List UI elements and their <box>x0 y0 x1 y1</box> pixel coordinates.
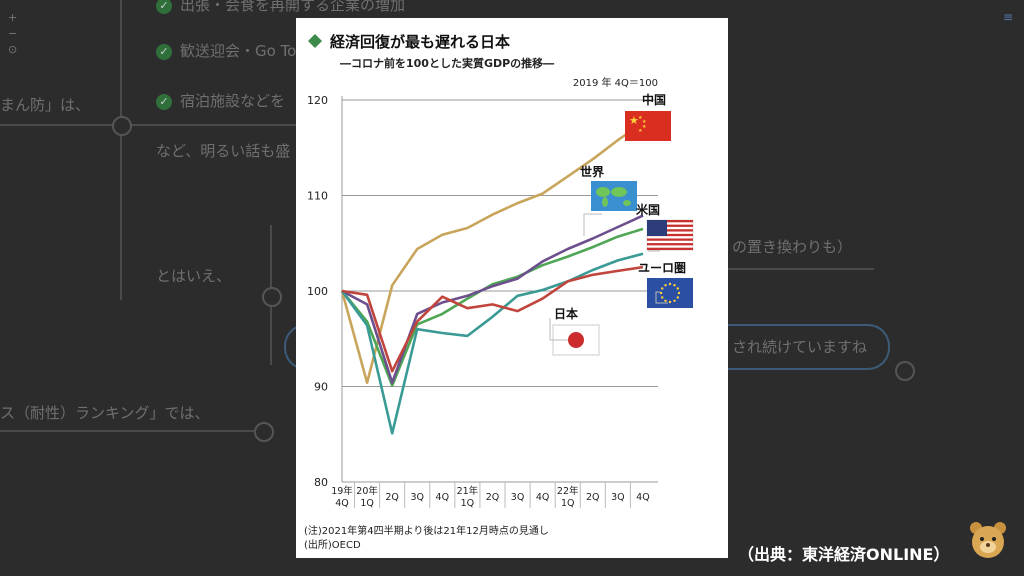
y-tick-label: 100 <box>307 285 328 298</box>
series-label: 中国 <box>642 92 666 107</box>
mindmap-item: など、明るい話も盛 <box>156 142 291 160</box>
svg-text:★: ★ <box>629 114 639 127</box>
y-tick-label: 120 <box>307 94 328 107</box>
check-icon: ✓ <box>156 93 172 110</box>
x-tick-label: 21年 1Q <box>457 485 479 509</box>
series-label: 世界 <box>580 164 604 179</box>
series-line-us <box>341 214 644 385</box>
x-tick-label: 4Q <box>436 492 450 503</box>
leader-line <box>549 318 568 341</box>
series-label: ユーロ圏 <box>638 261 686 275</box>
mindmap-node[interactable] <box>254 422 274 442</box>
zoom-controls: + − ⊙ <box>8 10 17 58</box>
mindmap-item: まん防」は、 <box>0 96 91 114</box>
series-line-china <box>340 121 644 385</box>
x-tick-label: 2Q <box>385 492 399 503</box>
bear-mascot-icon <box>970 522 1006 558</box>
x-tick-label: 2Q <box>586 492 600 503</box>
zoom-reset-button[interactable]: ⊙ <box>8 43 18 56</box>
svg-text:★: ★ <box>638 128 643 134</box>
menu-icon[interactable]: ≡ <box>1003 10 1014 24</box>
gdp-line-chart: 経済回復が最も遅れる日本 ―コロナ前を100とした実質GDPの推移― 2019 … <box>304 33 694 551</box>
x-tick-label: 4Q <box>536 492 550 503</box>
x-tick-label: 20年 1Q <box>356 485 378 509</box>
series-line-world-map <box>340 227 644 387</box>
base-note: 2019 年 4Q＝100 <box>573 76 658 89</box>
x-tick-label: 3Q <box>410 492 424 503</box>
y-tick-label: 90 <box>314 381 328 394</box>
chart-card: 経済回復が最も遅れる日本 ―コロナ前を100とした実質GDPの推移― 2019 … <box>296 18 728 558</box>
x-tick-label: 19年 4Q <box>331 485 353 509</box>
x-tick-label: 2Q <box>486 492 500 503</box>
x-tick-label: 3Q <box>511 492 525 503</box>
china-flag: ★ ★★★★ <box>625 111 671 141</box>
series-line-eu <box>340 252 644 435</box>
us-flag <box>646 219 694 251</box>
world-map-flag <box>591 181 637 211</box>
y-tick-label: 110 <box>307 190 328 203</box>
y-tick-label: 80 <box>314 476 328 489</box>
mindmap-node[interactable] <box>895 361 915 381</box>
series-label: 日本 <box>554 306 578 321</box>
source-caption: （出典：東洋経済ONLINE） <box>738 545 950 564</box>
zoom-out-button[interactable]: − <box>8 27 18 40</box>
chart-subtitle: ―コロナ前を100とした実質GDPの推移― <box>340 56 554 70</box>
source-note: (出所)OECD <box>304 538 361 551</box>
mindmap-item: され続けていますね <box>732 338 868 356</box>
zoom-in-button[interactable]: + <box>8 11 18 24</box>
japan-flag <box>552 324 600 356</box>
mindmap-item: とはいえ、 <box>156 267 232 285</box>
series-line-japan <box>341 265 644 373</box>
diamond-icon <box>308 34 322 48</box>
mindmap-item: 歓送迎会・Go To <box>180 42 297 60</box>
svg-text:★: ★ <box>642 124 647 130</box>
x-tick-label: 4Q <box>636 492 650 503</box>
leader-line <box>655 291 668 304</box>
chart-title: 経済回復が最も遅れる日本 <box>330 33 510 51</box>
svg-text:★: ★ <box>642 119 647 125</box>
check-icon: ✓ <box>156 43 172 60</box>
mindmap-item: 出張・会食を再開する企業の増加 <box>180 0 406 14</box>
x-tick-label: 22年 1Q <box>557 485 579 509</box>
x-tick-label: 3Q <box>611 492 625 503</box>
series-label: 米国 <box>636 202 660 217</box>
leader-line <box>583 213 602 236</box>
mindmap-item: ス（耐性）ランキング」では、 <box>0 404 210 422</box>
check-icon: ✓ <box>156 0 172 14</box>
mindmap-item: 宿泊施設などを <box>180 92 286 110</box>
svg-text:★: ★ <box>638 115 643 121</box>
eu-flag <box>647 278 693 308</box>
mindmap-node[interactable] <box>262 287 282 307</box>
mindmap-item: の置き換わりも） <box>732 238 853 256</box>
footnote: (注)2021年第4四半期より後は21年12月時点の見通し <box>304 524 549 537</box>
mindmap-node[interactable] <box>112 116 132 136</box>
